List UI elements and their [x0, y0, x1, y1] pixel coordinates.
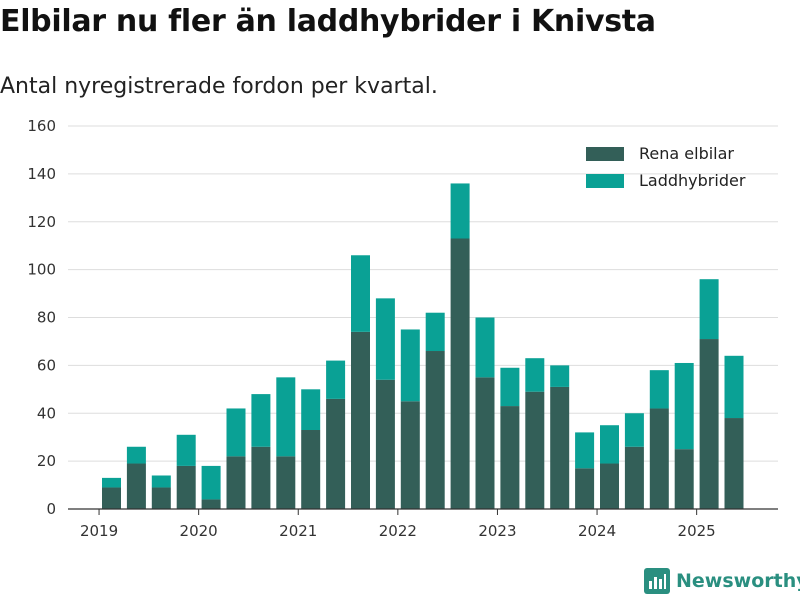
bar-laddhybrider [600, 425, 619, 464]
bar-laddhybrider [674, 362, 694, 450]
bar-laddhybrider [126, 446, 146, 464]
bar-rena-elbilar [201, 499, 221, 509]
y-tick-label: 140 [27, 165, 56, 183]
bar-rena-elbilar [724, 418, 744, 509]
legend-swatch [586, 147, 624, 161]
legend-swatch [586, 174, 624, 188]
bars [102, 183, 744, 509]
bar-rena-elbilar [699, 339, 719, 509]
y-tick-label: 120 [27, 213, 56, 231]
bar-laddhybrider [575, 432, 595, 469]
bar-rena-elbilar [500, 406, 520, 509]
brand-name: Newsworthy [676, 570, 800, 592]
y-tick-label: 20 [37, 452, 56, 470]
legend-label: Laddhybrider [639, 171, 746, 190]
y-tick-label: 0 [46, 500, 56, 518]
bar-laddhybrider [151, 475, 171, 488]
bar-rena-elbilar [575, 468, 595, 509]
x-tick-label: 2021 [279, 522, 317, 540]
bar-rena-elbilar [326, 398, 346, 509]
bar-rena-elbilar [425, 351, 445, 509]
bar-laddhybrider [176, 434, 196, 466]
bar-rena-elbilar [226, 456, 246, 509]
bar-laddhybrider [301, 389, 321, 431]
bar-rena-elbilar [301, 430, 321, 509]
x-tick-label: 2023 [478, 522, 516, 540]
bar-rena-elbilar [102, 487, 121, 509]
gridlines [68, 125, 778, 462]
legend-label: Rena elbilar [639, 144, 734, 163]
bar-rena-elbilar [600, 463, 619, 509]
bar-laddhybrider [699, 279, 719, 340]
bar-rena-elbilar [126, 463, 146, 509]
x-tick-label: 2025 [678, 522, 716, 540]
y-tick-label: 160 [27, 117, 56, 135]
bar-rena-elbilar [151, 487, 171, 509]
bar-laddhybrider [550, 365, 570, 387]
bar-rena-elbilar [475, 377, 495, 509]
bar-laddhybrider [500, 367, 520, 407]
bar-rena-elbilar [351, 331, 370, 509]
bar-laddhybrider [450, 183, 470, 239]
y-tick-label: 60 [37, 356, 56, 374]
y-tick-label: 40 [37, 404, 56, 422]
bar-rena-elbilar [674, 449, 694, 509]
bar-laddhybrider [226, 408, 246, 457]
x-tick-label: 2024 [578, 522, 616, 540]
bar-laddhybrider [326, 360, 346, 399]
bar-rena-elbilar [400, 401, 420, 509]
y-tick-label: 80 [37, 309, 56, 327]
bar-laddhybrider [649, 370, 669, 409]
chart-title: Elbilar nu fler än laddhybrider i Knivst… [0, 4, 656, 39]
bar-laddhybrider [201, 465, 221, 500]
bar-laddhybrider [475, 317, 495, 378]
bar-rena-elbilar [276, 456, 296, 509]
bar-laddhybrider [425, 312, 445, 352]
bar-laddhybrider [525, 358, 545, 392]
bar-rena-elbilar [450, 238, 470, 509]
bar-rena-elbilar [525, 391, 545, 509]
bar-rena-elbilar [624, 446, 644, 509]
y-axis-ticks: 0 20 40 60 80 100 120 140 160 [27, 117, 56, 518]
chart-subtitle: Antal nyregistrerade fordon per kvartal. [0, 74, 438, 99]
bar-laddhybrider [276, 377, 296, 457]
bar-rena-elbilar [550, 386, 570, 509]
bar-laddhybrider [400, 329, 420, 402]
x-tick-label: 2020 [180, 522, 218, 540]
y-tick-label: 100 [27, 261, 56, 279]
bar-laddhybrider [375, 298, 395, 380]
bar-rena-elbilar [649, 408, 669, 509]
legend: Rena elbilar Laddhybrider [586, 144, 746, 190]
bar-chart-logo-icon [644, 568, 670, 594]
bar-laddhybrider [624, 413, 644, 447]
x-axis: 2019 2020 2021 2022 2023 2024 2025 [68, 508, 778, 540]
bar-laddhybrider [724, 355, 744, 419]
brand-logo: Newsworthy [644, 568, 800, 594]
x-tick-label: 2019 [80, 522, 118, 540]
bar-laddhybrider [102, 477, 121, 488]
bar-laddhybrider [251, 394, 271, 447]
bar-rena-elbilar [375, 379, 395, 509]
x-tick-label: 2022 [379, 522, 417, 540]
bar-rena-elbilar [251, 446, 271, 509]
bar-laddhybrider [351, 255, 370, 332]
bar-rena-elbilar [176, 465, 196, 509]
